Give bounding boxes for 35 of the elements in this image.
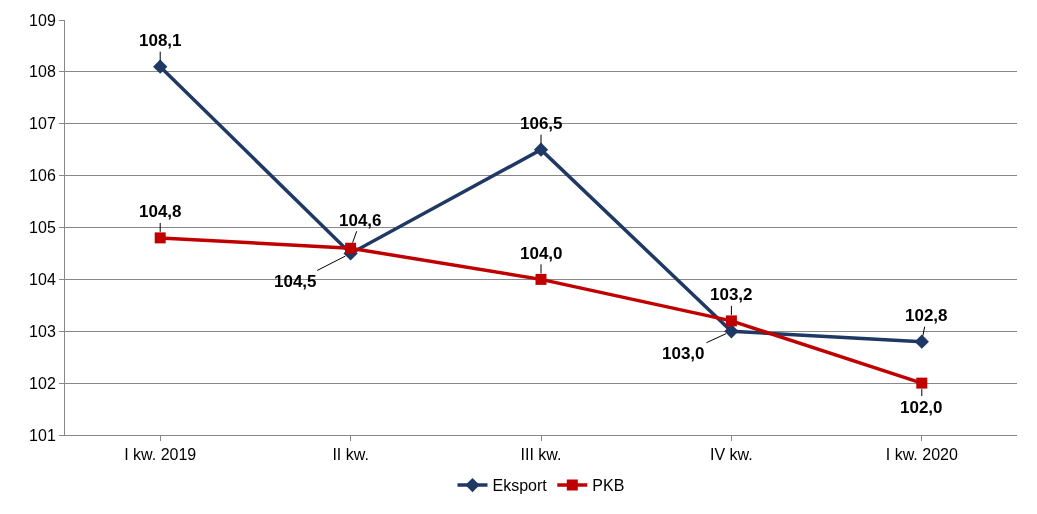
x-tick-label: I kw. 2019 bbox=[124, 446, 197, 464]
y-tick-label: 104 bbox=[29, 270, 56, 288]
y-tick-label: 108 bbox=[29, 63, 56, 81]
y-tick-label: 107 bbox=[29, 115, 56, 133]
data-label: 103,0 bbox=[662, 344, 705, 363]
x-tick-label: I kw. 2020 bbox=[885, 446, 958, 464]
point bbox=[153, 59, 168, 74]
legend-label: PKB bbox=[592, 477, 625, 495]
y-tick-label: 102 bbox=[29, 374, 56, 392]
point bbox=[154, 232, 166, 244]
point bbox=[535, 273, 547, 285]
point bbox=[725, 315, 737, 327]
y-tick-label: 106 bbox=[29, 167, 56, 185]
data-label: 102,8 bbox=[905, 306, 948, 325]
y-tick-label: 101 bbox=[29, 426, 56, 444]
y-tick-label: 103 bbox=[29, 322, 56, 340]
point bbox=[345, 242, 357, 254]
x-tick-label: II kw. bbox=[332, 446, 369, 464]
data-label: 104,8 bbox=[139, 202, 182, 221]
y-tick-label: 105 bbox=[29, 219, 56, 237]
point bbox=[724, 324, 739, 339]
legend-label: Eksport bbox=[492, 477, 548, 495]
data-label: 104,0 bbox=[520, 244, 563, 263]
data-label: 106,5 bbox=[520, 114, 563, 133]
data-label: 104,5 bbox=[274, 272, 317, 291]
data-label: 103,2 bbox=[710, 285, 753, 304]
x-tick-label: IV kw. bbox=[710, 446, 753, 464]
point bbox=[533, 142, 549, 157]
data-label: 104,6 bbox=[339, 211, 382, 230]
y-tick-label: 109 bbox=[29, 11, 56, 29]
data-label: 102,0 bbox=[900, 398, 943, 417]
point bbox=[916, 377, 928, 389]
point bbox=[914, 334, 929, 349]
data-label: 108,1 bbox=[139, 31, 182, 50]
x-tick-label: III kw. bbox=[520, 446, 562, 464]
